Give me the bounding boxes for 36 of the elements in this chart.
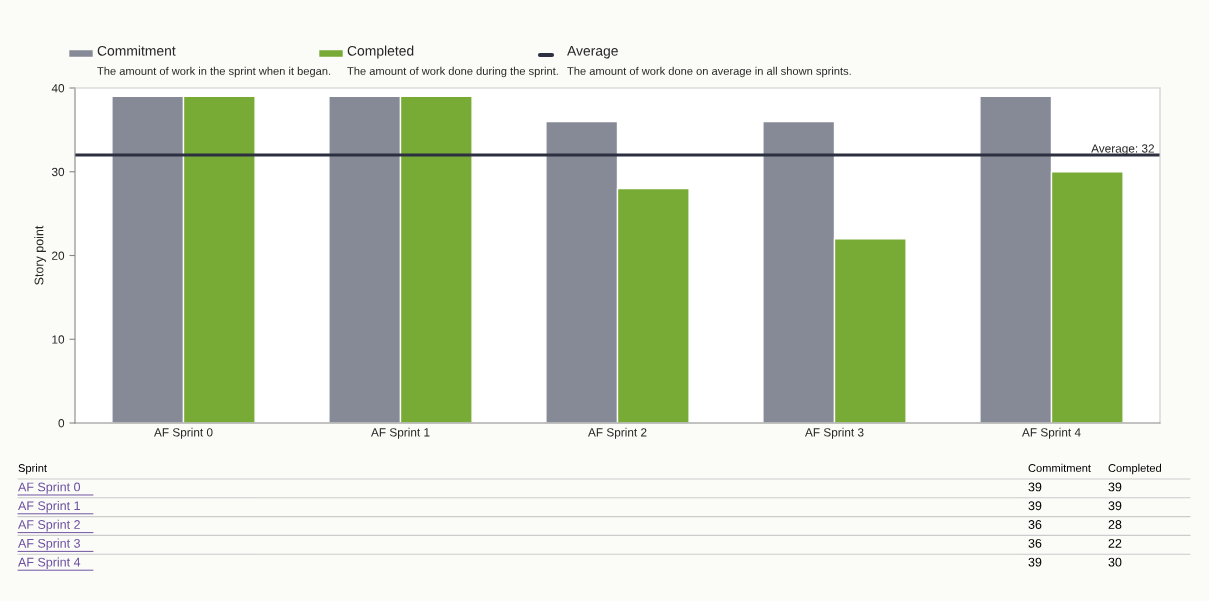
legend-label: Completed [347,45,414,59]
text: 39 [1028,557,1042,567]
text: The amount of work done on average in all shown sprints. [567,66,851,78]
text: 39 [1028,482,1042,492]
text: AF Sprint 4 [18,557,81,570]
text: Average [567,46,618,59]
text: 22 [1108,538,1122,548]
ref-line-label: Average: 32 [1091,144,1154,155]
text: AF Sprint 3 [18,538,80,551]
text: AF Sprint 2 [18,519,80,532]
y-axis-title: Story point [34,225,46,285]
text: 36 [1028,520,1042,529]
y-tick-label: 0 [58,419,65,428]
text: 30 [1108,557,1122,567]
y-tick-label: 40 [51,84,65,93]
text: Completed [1108,463,1162,475]
text: 28 [1108,520,1122,529]
text: Commitment [1028,463,1091,472]
text: 39 [1108,482,1122,492]
legend-label: Commitment [97,45,176,56]
text: 39 [1108,501,1122,511]
x-tick-label: AF Sprint 2 [588,427,647,439]
x-tick-label: AF Sprint 1 [371,427,430,439]
x-tick-label: AF Sprint 4 [1022,427,1081,439]
y-tick-label: 20 [52,251,65,260]
x-tick-label: AF Sprint 3 [805,427,864,439]
text: 36 [1028,538,1042,548]
text: AF Sprint 1 [18,500,80,513]
x-tick-label: AF Sprint 0 [154,427,213,439]
text: AF Sprint 0 [18,482,81,494]
text: 39 [1028,501,1042,511]
y-tick-label: 10 [52,335,65,344]
text: The amount of work done during the sprint. [347,66,558,78]
text: The amount of work in the sprint when it began. [97,66,331,78]
y-tick-label: 30 [51,167,65,177]
text: Sprint [18,463,47,475]
